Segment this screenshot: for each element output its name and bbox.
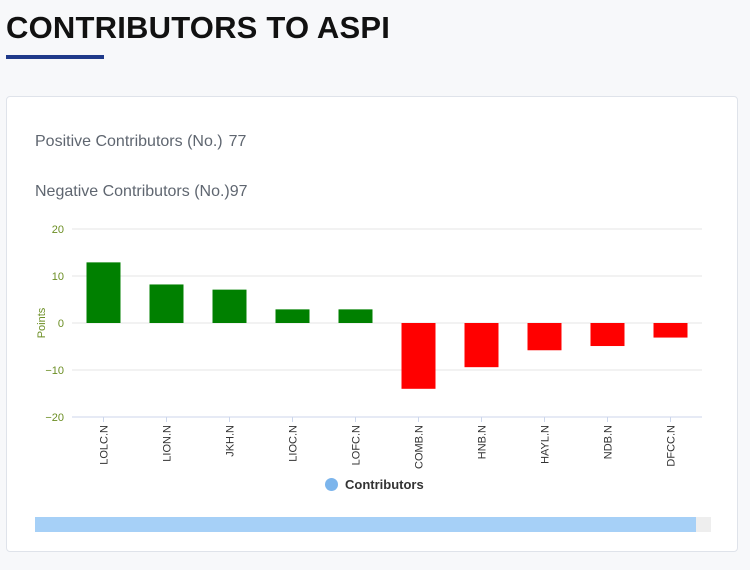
y-tick-label: −20: [45, 412, 64, 424]
bar: [212, 289, 247, 323]
positive-contributors-stat: Positive Contributors (No.) 77: [35, 133, 246, 151]
contributors-bar-chart: 20 10 0 −10 −20 Points LOLC.N LION.N JKH.N LIOC.N…: [36, 224, 702, 469]
x-tick-label: HNB.N: [477, 425, 489, 459]
x-tick-label: LOFC.N: [351, 425, 363, 465]
bar: [86, 262, 121, 323]
bar: [338, 309, 373, 323]
legend-dot-icon: [325, 478, 338, 491]
bar: [275, 309, 310, 323]
bar: [527, 323, 562, 351]
chart-scrollbar[interactable]: [35, 517, 711, 532]
x-tick-label: COMB.N: [414, 425, 426, 469]
y-tick-label: 20: [52, 224, 64, 236]
contributors-card: Positive Contributors (No.) 77 Negative C…: [6, 96, 738, 552]
chart-scrollbar-thumb[interactable]: [35, 517, 696, 532]
x-tick-label: DFCC.N: [666, 425, 678, 467]
y-axis-title: Points: [36, 307, 48, 338]
y-tick-label: −10: [45, 365, 64, 377]
bar: [464, 323, 499, 368]
chart-legend[interactable]: Contributors: [325, 477, 424, 492]
x-tick-label: LIOC.N: [288, 425, 300, 462]
bar: [653, 323, 688, 338]
x-tick-label: LION.N: [162, 425, 174, 462]
bar: [149, 284, 184, 323]
legend-label: Contributors: [345, 477, 424, 492]
x-tick-label: LOLC.N: [99, 425, 111, 465]
positive-contributors-value: 77: [228, 133, 247, 150]
bar: [401, 323, 436, 389]
x-tick-label: JKH.N: [225, 425, 237, 457]
x-tick-label: NDB.N: [603, 425, 615, 459]
negative-contributors-label: Negative Contributors (No.): [35, 183, 230, 200]
x-tick-label: HAYL.N: [540, 425, 552, 464]
positive-contributors-label: Positive Contributors (No.): [35, 133, 223, 150]
negative-contributors-value: 97: [229, 183, 248, 200]
y-tick-label: 10: [52, 271, 64, 283]
negative-contributors-stat: Negative Contributors (No.)97: [35, 183, 248, 201]
page-title: CONTRIBUTORS TO ASPI: [6, 10, 391, 45]
bar: [590, 323, 625, 347]
y-tick-label: 0: [58, 318, 64, 330]
title-underline: [6, 55, 104, 59]
